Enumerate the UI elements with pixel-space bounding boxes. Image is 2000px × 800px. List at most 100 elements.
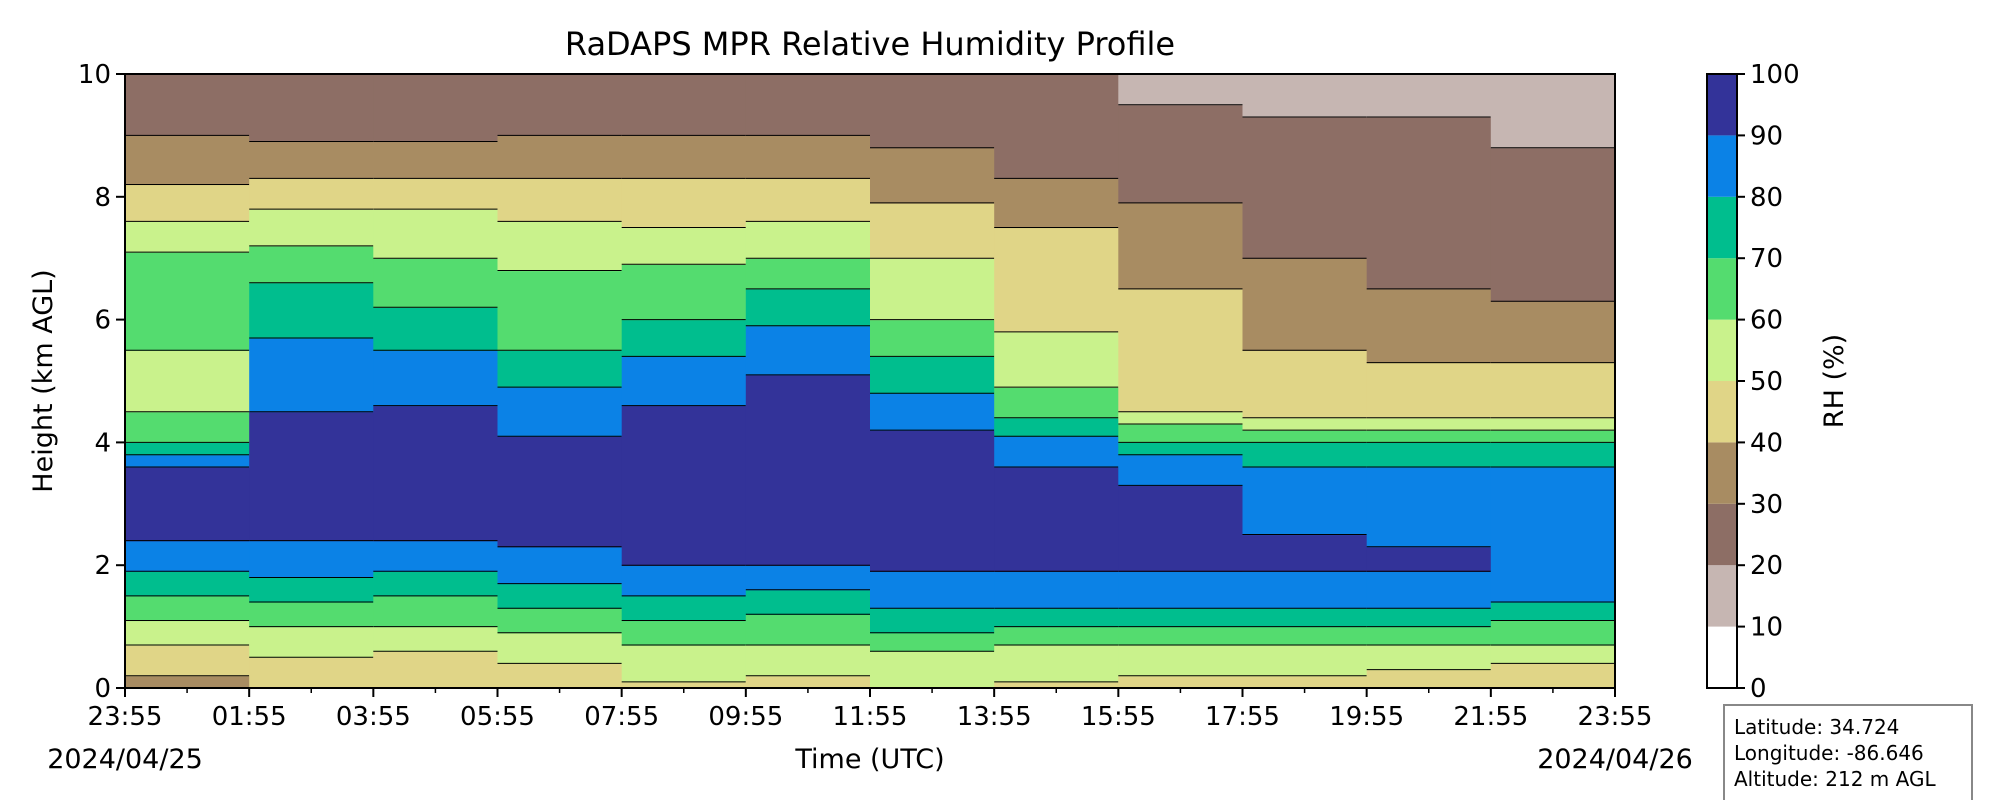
rh-band — [745, 221, 871, 259]
rh-band — [125, 540, 250, 572]
rh-band — [1366, 626, 1492, 646]
colorbar-tick-label: 0 — [1750, 674, 1767, 704]
rh-band — [1366, 362, 1492, 419]
rh-band — [1490, 301, 1615, 364]
colorbar-tick-label: 70 — [1750, 244, 1783, 274]
rh-band — [1366, 74, 1492, 118]
rh-band — [125, 571, 250, 597]
rh-band — [373, 595, 499, 628]
rh-band — [1118, 202, 1244, 290]
rh-band — [249, 626, 374, 658]
rh-band — [621, 681, 747, 688]
rh-band — [1242, 350, 1368, 419]
rh-band — [373, 405, 499, 542]
rh-band — [994, 227, 1119, 333]
rh-band — [1242, 417, 1368, 431]
colorbar-tick-label: 60 — [1750, 306, 1783, 336]
rh-band — [994, 417, 1119, 437]
rh-band — [1118, 424, 1244, 443]
y-tick-label: 8 — [94, 183, 111, 213]
colorbar-segment — [1707, 258, 1737, 320]
rh-band — [249, 245, 374, 284]
y-tick-label: 10 — [78, 60, 111, 90]
rh-band — [1242, 571, 1368, 609]
x-tick-label: 01:55 — [212, 702, 287, 732]
rh-band — [125, 595, 250, 622]
rh-band — [870, 202, 995, 259]
x-tick-label: 21:55 — [1453, 702, 1528, 732]
x-tick-label: 05:55 — [460, 702, 535, 732]
rh-band — [994, 178, 1119, 229]
rh-band — [1490, 663, 1615, 688]
colorbar-segment — [1707, 503, 1737, 566]
colorbar-tick-label: 50 — [1750, 367, 1783, 397]
rh-profile-column — [745, 74, 871, 688]
rh-band — [745, 675, 871, 688]
end-date-label: 2024/04/26 — [1537, 744, 1693, 775]
rh-band — [870, 632, 995, 652]
x-tick-label: 19:55 — [1329, 702, 1404, 732]
rh-band — [1490, 467, 1615, 603]
rh-band — [1366, 467, 1492, 548]
rh-band — [1366, 669, 1492, 688]
rh-band — [249, 338, 374, 413]
rh-band — [1242, 675, 1368, 688]
rh-band — [497, 632, 623, 664]
colorbar-tick-label: 80 — [1750, 183, 1783, 213]
rh-profile-column — [994, 74, 1119, 688]
rh-band — [373, 307, 499, 351]
rh-band — [1242, 534, 1368, 572]
rh-band — [249, 178, 374, 210]
rh-band — [373, 258, 499, 308]
colorbar: 0 10 20 30 40 50 60 70 80 90 100 — [1706, 60, 1800, 704]
rh-band — [1118, 442, 1244, 456]
rh-band — [1490, 417, 1615, 431]
rh-band — [994, 74, 1119, 179]
rh-band — [373, 209, 499, 259]
rh-band — [373, 571, 499, 597]
rh-band — [125, 74, 250, 136]
rh-band — [1242, 626, 1368, 646]
rh-band — [1118, 454, 1244, 486]
rh-band — [125, 411, 250, 443]
rh-band — [1118, 571, 1244, 609]
x-tick-label: 17:55 — [1205, 702, 1280, 732]
rh-band — [373, 540, 499, 572]
start-date-label: 2024/04/25 — [47, 744, 203, 775]
rh-band — [497, 608, 623, 634]
rh-band — [994, 467, 1119, 572]
rh-band — [1490, 442, 1615, 468]
rh-band — [125, 454, 250, 468]
rh-band — [994, 571, 1119, 609]
rh-band — [621, 264, 747, 321]
colorbar-segment — [1707, 74, 1737, 136]
colorbar-tick-label: 10 — [1750, 613, 1783, 643]
rh-band — [745, 258, 871, 290]
rh-band — [373, 651, 499, 688]
rh-band — [1490, 620, 1615, 646]
rh-band — [745, 565, 871, 591]
rh-profile-column — [870, 74, 995, 688]
rh-profile-column — [497, 74, 623, 688]
rh-band — [621, 595, 747, 622]
rh-band — [870, 430, 995, 572]
rh-band — [870, 147, 995, 204]
rh-band — [745, 178, 871, 222]
rh-band — [870, 651, 995, 688]
rh-band — [1490, 602, 1615, 621]
rh-band — [497, 583, 623, 609]
rh-band — [621, 645, 747, 683]
rh-band — [994, 626, 1119, 646]
x-axis-label: Time (UTC) — [794, 744, 944, 775]
x-tick-label: 15:55 — [1081, 702, 1156, 732]
x-axis: 23:55 01:55 03:55 05:55 07:55 09:55 11:55 13:55… — [88, 688, 1652, 732]
rh-band — [870, 258, 995, 321]
rh-band — [1366, 288, 1492, 364]
colorbar-segment — [1707, 381, 1737, 443]
rh-profile-column — [1490, 74, 1615, 688]
colorbar-segment — [1707, 565, 1737, 627]
y-tick-label: 4 — [94, 428, 111, 458]
rh-band — [1242, 645, 1368, 677]
rh-band — [125, 350, 250, 413]
